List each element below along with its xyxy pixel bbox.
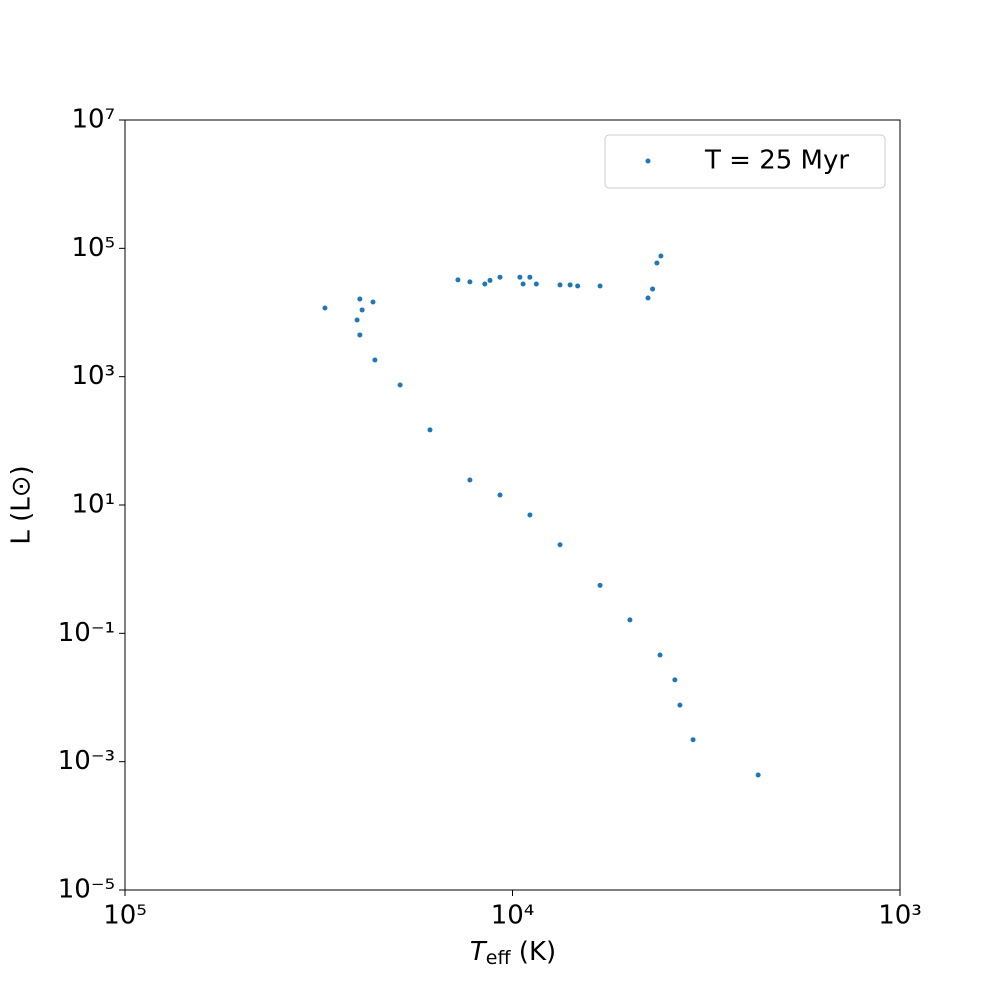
x-tick-label: 10³ — [878, 901, 922, 931]
x-tick-label: 10⁵ — [103, 901, 147, 931]
data-point — [597, 283, 603, 289]
data-point — [517, 274, 523, 280]
legend-marker — [645, 158, 651, 164]
data-point — [658, 253, 664, 259]
data-point — [690, 737, 696, 743]
x-tick-label: 10⁴ — [491, 901, 535, 931]
data-point — [557, 542, 563, 548]
data-point — [497, 274, 503, 280]
data-point — [677, 702, 683, 708]
data-point — [557, 282, 563, 288]
data-point — [533, 281, 539, 287]
data-point — [650, 286, 656, 292]
legend-box — [604, 134, 886, 189]
data-point — [597, 582, 603, 588]
y-tick-label: 10¹ — [71, 490, 115, 520]
data-point — [497, 492, 503, 498]
data-point — [654, 260, 660, 266]
data-point — [370, 299, 376, 305]
y-tick-label: 10⁻¹ — [58, 618, 115, 648]
data-point — [455, 277, 461, 283]
data-point — [397, 382, 403, 388]
data-point — [357, 296, 363, 302]
data-point — [427, 427, 433, 433]
y-tick-label: 10⁷ — [71, 105, 115, 135]
data-point — [372, 357, 378, 363]
data-point — [672, 677, 678, 683]
data-point — [567, 282, 573, 288]
y-tick-label: 10⁻³ — [58, 746, 115, 776]
data-point — [467, 477, 473, 483]
data-point — [482, 281, 488, 287]
data-point — [322, 305, 328, 311]
data-point — [520, 281, 526, 287]
data-point — [755, 772, 761, 778]
data-point — [657, 652, 663, 658]
data-point — [357, 332, 363, 338]
data-point — [527, 274, 533, 280]
legend: T = 25 Myr — [604, 134, 886, 189]
data-point — [359, 307, 365, 313]
data-point — [527, 512, 533, 518]
data-point — [354, 317, 360, 323]
data-point — [575, 283, 581, 289]
data-point — [487, 277, 493, 283]
data-point — [645, 295, 651, 301]
y-tick-label: 10³ — [71, 361, 115, 391]
y-tick-label: 10⁵ — [71, 233, 115, 263]
x-axis-label: Teff (K) — [470, 937, 556, 969]
data-point — [627, 617, 633, 623]
y-tick-label: 10⁻⁵ — [58, 875, 115, 905]
legend-label: T = 25 Myr — [704, 146, 849, 176]
data-point — [467, 279, 473, 285]
plot-frame — [124, 119, 901, 891]
y-axis-label: L (L⊙) — [7, 465, 37, 544]
